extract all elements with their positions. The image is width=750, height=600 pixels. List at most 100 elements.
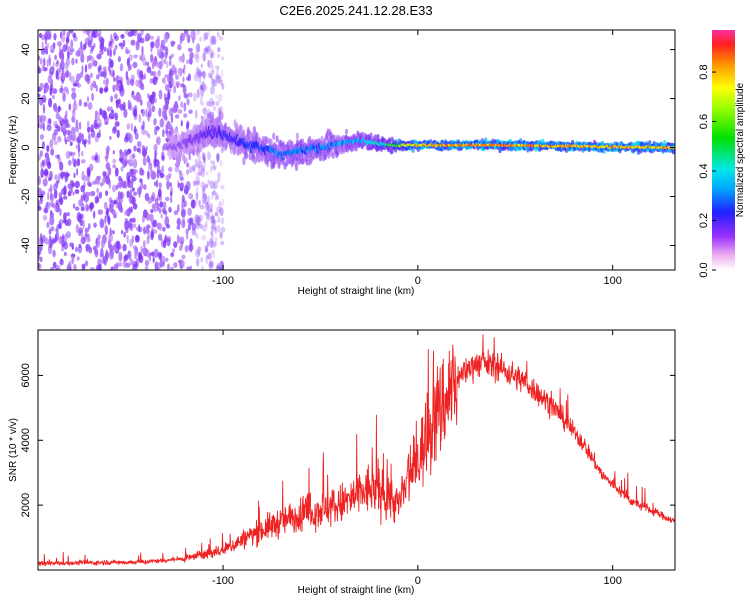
signal-halo	[199, 144, 203, 153]
snr-y-tick-label: 4000	[20, 428, 32, 452]
noise-blob	[62, 92, 66, 102]
noise-blob	[221, 198, 225, 206]
noise-blob	[119, 152, 124, 159]
noise-blob	[40, 48, 46, 55]
noise-blob	[130, 78, 135, 86]
noise-blob	[180, 120, 183, 127]
noise-blob	[138, 147, 142, 155]
noise-blob	[97, 66, 101, 73]
noise-blob	[146, 66, 152, 74]
noise-blob	[195, 180, 201, 186]
spectrogram-x-tick-label: 0	[415, 275, 421, 287]
noise-blob	[55, 232, 59, 242]
noise-blob	[164, 110, 167, 121]
noise-blob	[125, 133, 128, 140]
noise-blob	[164, 104, 169, 111]
noise-blob	[130, 39, 136, 46]
noise-blob	[75, 58, 78, 64]
noise-blob	[48, 187, 53, 193]
noise-blob	[92, 80, 97, 88]
noise-blob	[89, 202, 95, 210]
noise-blob	[220, 217, 225, 225]
noise-blob	[203, 32, 207, 42]
noise-blob	[176, 217, 181, 226]
noise-blob	[144, 192, 150, 202]
noise-blob	[88, 223, 91, 230]
noise-blob	[129, 154, 134, 162]
noise-blob	[81, 263, 86, 270]
noise-blob	[195, 53, 200, 64]
noise-blob	[147, 161, 153, 171]
noise-blob	[63, 212, 67, 222]
noise-blob	[198, 72, 202, 79]
noise-blob	[99, 191, 102, 199]
noise-blob	[219, 261, 224, 270]
noise-blob	[39, 150, 43, 158]
noise-blob	[124, 254, 129, 261]
noise-blob	[116, 83, 121, 88]
noise-blob	[204, 157, 207, 168]
noise-blob	[158, 182, 162, 189]
noise-blob	[114, 121, 120, 127]
noise-blob	[177, 204, 180, 213]
noise-blob	[145, 32, 151, 42]
noise-blob	[46, 221, 50, 229]
noise-blob	[115, 261, 120, 268]
noise-blob	[91, 92, 94, 102]
signal-halo	[327, 152, 331, 159]
noise-blob	[130, 122, 133, 132]
noise-blob	[185, 169, 190, 175]
noise-blob	[162, 128, 165, 138]
noise-blob	[194, 214, 200, 224]
noise-blob	[78, 98, 82, 106]
noise-blob	[131, 196, 136, 205]
noise-blob	[208, 194, 211, 203]
noise-blob	[85, 243, 90, 251]
noise-blob	[105, 162, 111, 170]
noise-blob	[134, 125, 137, 135]
noise-blob	[164, 216, 170, 227]
noise-blob	[74, 246, 79, 253]
noise-blob	[197, 160, 203, 169]
noise-blob	[209, 180, 215, 190]
noise-blob	[109, 135, 112, 141]
noise-blob	[150, 54, 154, 64]
noise-blob	[180, 101, 184, 108]
noise-blob	[68, 30, 74, 34]
noise-blob	[178, 55, 183, 63]
noise-blob	[71, 87, 76, 92]
noise-blob	[205, 212, 211, 221]
noise-blob	[200, 164, 205, 173]
noise-blob	[217, 171, 220, 181]
noise-blob	[58, 236, 63, 244]
noise-blob	[170, 252, 175, 258]
noise-blob	[198, 71, 204, 77]
noise-blob	[207, 60, 210, 68]
noise-blob	[217, 74, 222, 84]
signal-halo	[258, 154, 262, 163]
noise-blob	[56, 224, 61, 229]
noise-blob	[59, 258, 64, 266]
noise-blob	[55, 69, 59, 80]
noise-blob	[47, 192, 50, 201]
noise-blob	[187, 92, 193, 98]
noise-blob	[68, 260, 72, 268]
noise-blob	[86, 74, 91, 85]
noise-blob	[198, 77, 202, 84]
noise-blob	[109, 59, 114, 69]
noise-blob	[200, 257, 204, 263]
noise-blob	[221, 83, 225, 90]
noise-blob	[203, 183, 207, 190]
noise-blob	[149, 94, 155, 105]
colorbar-gradient	[712, 30, 735, 270]
signal-halo	[373, 134, 377, 140]
noise-blob	[211, 35, 217, 45]
noise-blob	[216, 153, 219, 163]
noise-blob	[203, 112, 208, 120]
noise-blob	[195, 215, 199, 222]
noise-blob	[205, 202, 210, 211]
noise-blob	[197, 245, 201, 256]
noise-blob	[134, 246, 139, 257]
noise-blob	[219, 232, 223, 238]
noise-blob	[150, 209, 154, 213]
